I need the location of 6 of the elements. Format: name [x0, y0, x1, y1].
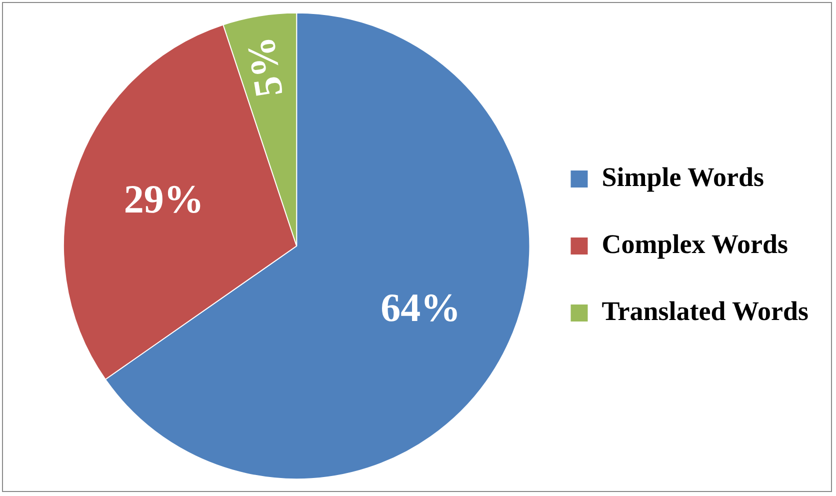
- legend-label: Translated Words: [602, 296, 809, 326]
- data-label: 5%: [237, 34, 292, 100]
- legend-label: Complex Words: [602, 228, 788, 259]
- data-label: 29%: [124, 176, 204, 222]
- legend-label: Simple Words: [602, 162, 764, 192]
- data-label: 64%: [380, 285, 461, 330]
